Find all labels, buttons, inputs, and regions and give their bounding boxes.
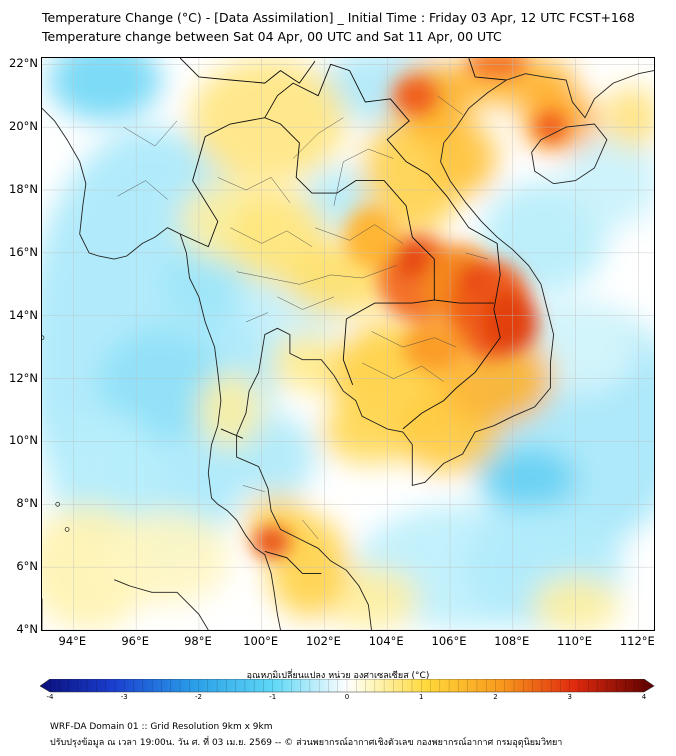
lon-label: 104°E: [368, 634, 404, 648]
colorbar-tick-label: -4: [46, 693, 54, 701]
temperature-change-map: [41, 57, 655, 631]
temperature-anomaly-area: [481, 447, 576, 511]
colorbar-tick-label: -1: [269, 693, 277, 701]
province-border: [277, 296, 334, 310]
province-border: [117, 180, 168, 200]
graticule: [42, 58, 654, 630]
coastlines: [42, 70, 654, 630]
temperature-anomaly-peak: [343, 205, 400, 269]
colorbar-tick-label: -3: [120, 693, 128, 701]
colorbar-tick-label: 3: [567, 693, 572, 701]
coastline: [42, 107, 281, 630]
country-border: [434, 299, 460, 304]
province-border: [361, 362, 444, 382]
province-border: [314, 224, 404, 244]
lon-label: 112°E: [619, 634, 655, 648]
country-borders: [117, 58, 507, 574]
temperature-anomaly-area: [324, 567, 419, 630]
colorbar-tick-label: -2: [195, 693, 202, 701]
province-border: [333, 148, 394, 206]
lon-label: 98°E: [184, 634, 212, 648]
colorbar-tick-label: 4: [641, 693, 647, 701]
temperature-anomaly-area: [104, 510, 231, 605]
country-border: [264, 550, 322, 574]
colorbar-tick-label: 1: [419, 693, 424, 701]
temperature-anomaly-area: [434, 120, 498, 197]
temperature-anomaly-peak: [393, 240, 432, 278]
lon-label: 108°E: [494, 634, 530, 648]
province-border: [292, 117, 344, 159]
province-border: [371, 331, 457, 348]
lat-label: 10°N: [9, 433, 38, 448]
map-canvas: [42, 58, 654, 630]
temperature-anomaly-area: [198, 372, 262, 448]
province-border: [437, 95, 463, 115]
lon-label: 100°E: [243, 634, 279, 648]
colorbar-tick-label: 0: [344, 693, 350, 701]
temperature-anomaly-peak: [393, 76, 438, 115]
lat-label: 16°N: [9, 244, 38, 259]
footer-model-info: WRF-DA Domain 01 :: Grid Resolution 9km …: [50, 722, 273, 732]
country-border: [179, 117, 435, 386]
temperature-anomaly-area: [189, 58, 347, 184]
lat-label: 20°N: [9, 119, 38, 134]
coastline: [114, 579, 209, 630]
lat-label: 4°N: [16, 622, 38, 636]
temperature-anomaly-peak: [456, 262, 494, 294]
lon-label: 96°E: [121, 634, 149, 648]
province-border: [123, 120, 178, 147]
country-border: [179, 58, 316, 84]
colorbar-title: อุณหภูมิเปลี่ยนแปลง หน่วย องศาเซลเซียส (…: [246, 671, 430, 681]
temperature-anomaly-area: [566, 133, 654, 228]
chart-title: Temperature Change (°C) - [Data Assimila…: [42, 10, 635, 25]
province-border: [302, 519, 319, 540]
lat-label: 12°N: [9, 370, 38, 385]
temperature-anomaly-peak: [481, 290, 538, 354]
country-border: [264, 63, 501, 430]
province-border: [217, 177, 291, 203]
lat-label: 18°N: [9, 182, 38, 196]
province-border: [236, 265, 397, 285]
lat-label: 8°N: [16, 496, 38, 511]
temperature-anomaly-area: [98, 328, 225, 442]
coastline: [236, 70, 654, 630]
temperature-anomaly-area: [239, 416, 316, 498]
temperature-anomaly-area: [321, 400, 422, 464]
province-border: [465, 252, 488, 260]
province-border: [245, 312, 269, 323]
lat-label: 6°N: [16, 559, 38, 574]
lon-label: 94°E: [58, 634, 87, 648]
island: [55, 501, 61, 507]
province-border: [230, 227, 313, 247]
lon-label: 106°E: [431, 634, 467, 648]
island: [42, 335, 45, 341]
lon-label: 102°E: [305, 634, 341, 648]
temperature-anomaly-area: [48, 58, 162, 121]
chart-subtitle: Temperature change between Sat 04 Apr, 0…: [42, 29, 502, 44]
footer-credits: ปรับปรุงข้อมูล ณ เวลา 19:00น. วัน ศ. ที่…: [50, 738, 563, 748]
temperature-anomaly-area: [603, 86, 654, 150]
colorbar: [40, 679, 655, 693]
country-border: [220, 428, 244, 439]
lat-label: 22°N: [9, 56, 38, 71]
country-border: [468, 58, 507, 81]
colorbar-tick-label: 2: [493, 693, 498, 701]
island: [64, 527, 70, 532]
province-border: [242, 485, 265, 492]
lon-label: 110°E: [557, 634, 593, 648]
temperature-anomaly-peak: [82, 454, 102, 473]
lat-label: 14°N: [9, 307, 38, 322]
coastline: [531, 123, 608, 185]
